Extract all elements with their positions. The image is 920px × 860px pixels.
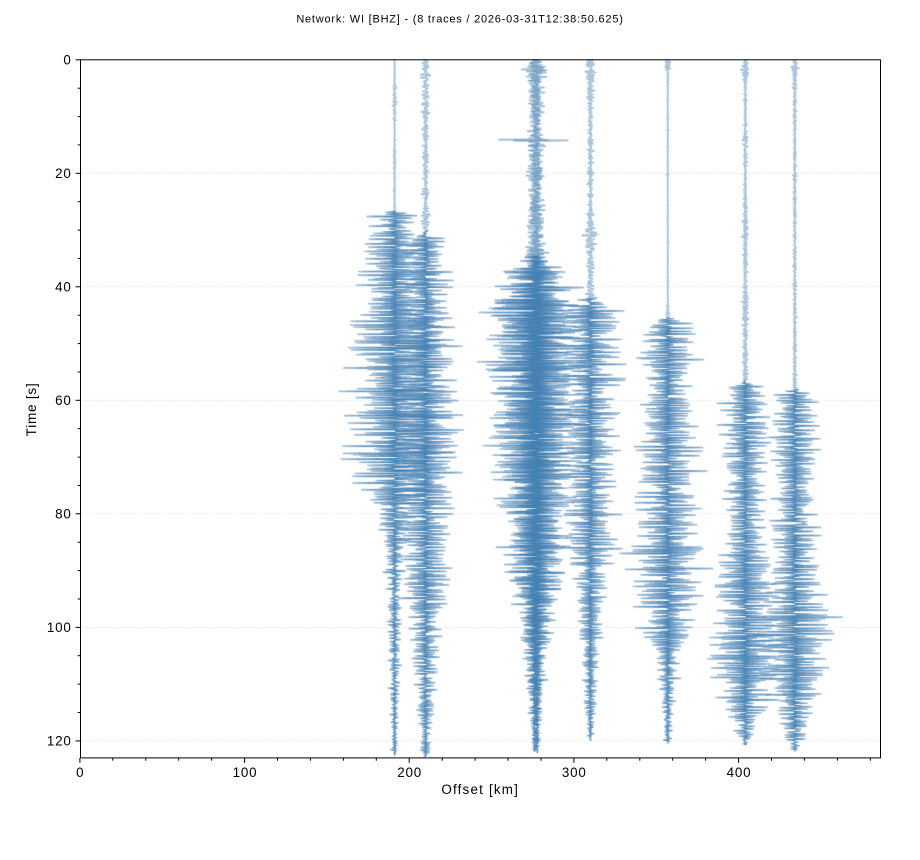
svg-text:0: 0 [76,765,84,780]
svg-text:Time [s]: Time [s] [24,382,39,436]
svg-text:100: 100 [47,620,72,635]
svg-text:60: 60 [55,393,72,408]
svg-text:20: 20 [55,166,72,181]
svg-text:80: 80 [55,507,72,522]
svg-text:Offset [km]: Offset [km] [441,782,519,797]
svg-text:Network: WI [BHZ] - (8 traces: Network: WI [BHZ] - (8 traces / 2026-03-… [296,14,623,26]
svg-text:40: 40 [55,280,72,295]
svg-text:300: 300 [562,765,587,780]
svg-text:400: 400 [727,765,752,780]
svg-text:120: 120 [47,734,72,749]
svg-text:0: 0 [63,53,71,68]
svg-text:200: 200 [397,765,422,780]
svg-text:100: 100 [233,765,258,780]
